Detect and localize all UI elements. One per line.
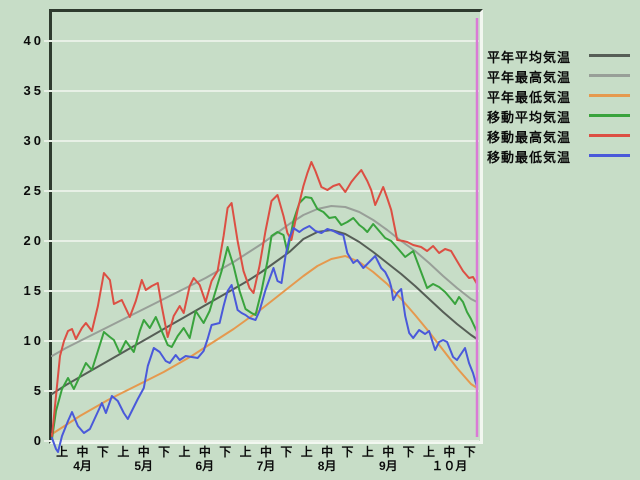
series-line-idou-saikou [51,161,478,437]
x-axis-period-label: 下 [96,445,109,459]
series-line-heinen-saikou [51,205,478,357]
y-axis-label: 5 [33,383,44,398]
legend-item: 移動最低気温 [487,145,640,165]
legend-line-sample [589,74,630,77]
y-axis-label: 0 [33,433,44,448]
x-axis-period-label: 中 [321,445,334,459]
x-axis-period-label: 下 [280,445,293,459]
x-axis-month-label: 7月 [256,459,276,473]
legend: 平年平均気温 平年最高気温 平年最低気温 移動平均気温 移動最高気温 移動最低気… [487,45,640,165]
x-axis-period-label: 上 [56,445,69,459]
y-axis-label: 40 [23,33,44,48]
x-axis-period-label: 中 [198,445,211,459]
legend-label: 平年最低気温 [487,90,572,105]
series-line-heinen-heikin [51,229,478,395]
x-axis-month-label: 6月 [195,459,215,473]
series-line-heinen-saitei [51,255,478,435]
y-axis-label: 35 [23,83,44,98]
x-axis-period-label: 上 [423,445,436,459]
series-line-idou-saitei [51,225,478,453]
x-axis-month-label: 8月 [317,459,337,473]
legend-line-sample [589,154,630,157]
series-line-idou-heikin [51,196,478,440]
x-axis-month-label: 4月 [73,459,92,473]
y-axis-label: 25 [23,183,44,198]
x-axis-period-label: 下 [158,445,171,459]
legend-item: 移動最高気温 [487,125,640,145]
x-axis-period-label: 上 [117,445,130,459]
legend-item: 平年最低気温 [487,85,640,105]
x-axis-period-label: 下 [463,445,476,459]
x-axis-period-label: 上 [178,445,191,459]
x-axis-period-label: 上 [239,445,252,459]
x-axis-period-label: 中 [382,445,395,459]
x-axis-period-label: 中 [76,445,89,459]
legend-line-sample [589,114,630,117]
legend-item: 移動平均気温 [487,105,640,125]
y-axis-label: 15 [23,283,44,298]
x-axis-period-label: 下 [402,445,415,459]
legend-line-sample [589,134,630,137]
x-axis-month-label: 5月 [134,459,154,473]
legend-item: 平年最高気温 [487,65,640,85]
y-axis-label: 20 [23,233,44,248]
x-axis-period-label: 中 [137,445,150,459]
legend-item: 平年平均気温 [487,45,640,65]
x-axis-period-label: 中 [259,445,272,459]
y-axis-label: 30 [23,133,44,148]
legend-line-sample [589,54,630,57]
legend-label: 移動最低気温 [487,150,572,165]
x-axis-period-label: 下 [219,445,232,459]
legend-label: 平年最高気温 [487,70,572,85]
legend-label: 移動平均気温 [487,110,572,125]
x-axis-period-label: 上 [361,445,374,459]
x-axis-period-label: 下 [341,445,354,459]
y-axis-label: 10 [23,333,44,348]
legend-label: 平年平均気温 [487,50,572,65]
x-axis-month-label: １０月 [431,459,468,473]
plot-panel [49,9,483,444]
legend-line-sample [589,94,630,97]
x-axis-month-label: 9月 [378,459,398,473]
x-axis-period-label: 中 [443,445,456,459]
x-axis-period-label: 上 [300,445,313,459]
legend-label: 移動最高気温 [487,130,572,145]
